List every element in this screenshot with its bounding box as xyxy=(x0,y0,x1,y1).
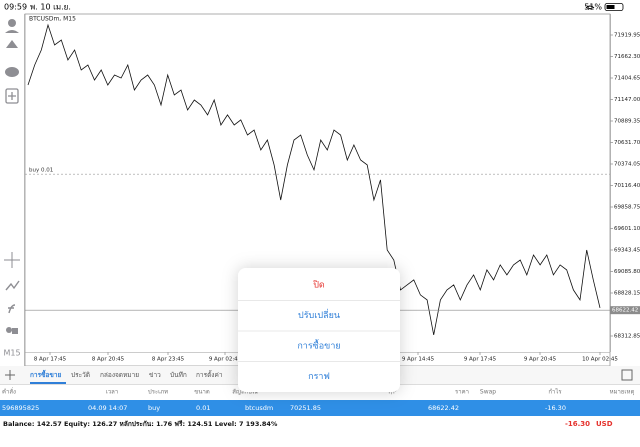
new-order-icon[interactable] xyxy=(5,88,19,104)
column-header: หมายเหตุ xyxy=(610,389,635,396)
tab[interactable]: การซื้อขาย xyxy=(30,369,61,379)
y-tick-label: 71919.95 xyxy=(614,33,640,39)
summary-bar xyxy=(0,417,640,447)
account-summary: Balance: 142.57 Equity: 126.27 หลักประกั… xyxy=(3,420,278,428)
column-header: กำไร xyxy=(548,388,562,396)
x-tick-label: 8 Apr 23:45 xyxy=(152,357,185,363)
trade-icon[interactable] xyxy=(6,40,18,48)
column-header: ราคา xyxy=(455,389,469,396)
timeframe-button[interactable]: M15 xyxy=(3,349,20,358)
selected-row[interactable] xyxy=(0,400,640,416)
y-tick-label: 68828.15 xyxy=(614,291,640,297)
y-tick-label: 70889.35 xyxy=(614,119,640,125)
x-tick-label: 8 Apr 20:45 xyxy=(92,357,125,363)
crosshair-icon[interactable] xyxy=(4,252,20,268)
y-tick-label: 68312.85 xyxy=(614,334,640,340)
tab[interactable]: กล่องจดหมาย xyxy=(100,371,139,379)
price-line xyxy=(27,23,601,335)
order-label: buy 0.01 xyxy=(29,168,53,174)
account-icon-body xyxy=(5,30,19,33)
objects-icon[interactable] xyxy=(6,327,12,333)
cell: 68622.42 xyxy=(428,404,459,412)
y-tick-label: 69858.75 xyxy=(614,205,640,211)
y-tick-label: 69601.10 xyxy=(614,226,640,232)
cell: 04.09 14:07 xyxy=(88,404,127,412)
battery-fill xyxy=(606,5,615,9)
tab[interactable]: บันทึก xyxy=(170,371,187,379)
y-tick-label: 71404.65 xyxy=(614,76,640,82)
column-header: เวลา xyxy=(106,389,118,396)
column-header: ประเภท xyxy=(148,389,168,396)
objects-icon-square xyxy=(12,328,18,334)
column-header: Swap xyxy=(480,389,496,396)
x-tick-label: 10 Apr 02:45 xyxy=(582,357,618,363)
x-tick-label: 9 Apr 20:45 xyxy=(524,357,557,363)
function-icon[interactable] xyxy=(8,304,16,314)
column-header: ขนาด xyxy=(194,389,210,396)
menu-item[interactable]: กราฟ xyxy=(308,372,330,382)
y-tick-label: 70374.05 xyxy=(614,162,640,168)
cell: btcusdm xyxy=(245,404,273,412)
x-tick-label: 9 Apr 02:45 xyxy=(209,357,242,363)
y-tick-label: 70631.70 xyxy=(614,140,640,146)
bid-label: 68622.42 xyxy=(612,308,638,314)
cell: 596895825 xyxy=(2,404,39,412)
menu-panel xyxy=(238,268,400,392)
chart-symbol: BTCUSDm, M15 xyxy=(29,16,76,23)
x-tick-label: 8 Apr 17:45 xyxy=(34,357,67,363)
x-tick-label: 9 Apr 14:45 xyxy=(402,357,435,363)
y-tick-label: 69085.80 xyxy=(614,269,640,275)
cell: 70251.85 xyxy=(290,404,321,412)
cell: -16.30 xyxy=(545,404,566,412)
indicator-icon[interactable] xyxy=(5,280,20,291)
tab[interactable]: ประวัติ xyxy=(71,371,90,379)
total-profit: -16.30 xyxy=(565,420,590,428)
cell: 0.01 xyxy=(196,404,210,412)
tab[interactable]: ข่าว xyxy=(149,371,161,379)
plus-sign xyxy=(8,92,16,100)
menu-item[interactable]: การซื้อขาย xyxy=(297,339,340,352)
y-tick-label: 70116.40 xyxy=(614,183,640,189)
account-icon[interactable] xyxy=(8,19,16,27)
y-tick-label: 71662.30 xyxy=(614,54,640,60)
add-button[interactable] xyxy=(5,370,15,380)
layout-button[interactable] xyxy=(621,369,633,381)
date: พ. 10 เม.ย. xyxy=(30,3,71,12)
currency: USD xyxy=(596,420,613,428)
column-header: คำสั่ง xyxy=(2,388,16,396)
menu-item[interactable]: ปรับเปลี่ยน xyxy=(298,308,340,321)
menu-item[interactable]: ปิด xyxy=(313,280,325,291)
tab[interactable]: การตั้งค่า xyxy=(196,370,223,379)
status-bar xyxy=(0,0,640,14)
x-tick-label: 9 Apr 17:45 xyxy=(464,357,497,363)
y-tick-label: 71147.00 xyxy=(614,97,640,103)
battery-icon xyxy=(604,3,624,11)
clock: 09:59 xyxy=(4,3,27,12)
wifi-icon xyxy=(585,5,595,10)
toolbar xyxy=(4,19,20,334)
bid-label-box xyxy=(610,306,640,315)
cell: buy xyxy=(148,404,160,412)
tab-underline xyxy=(30,382,66,384)
chat-icon[interactable] xyxy=(5,67,19,77)
y-tick-label: 69343.45 xyxy=(614,248,640,254)
